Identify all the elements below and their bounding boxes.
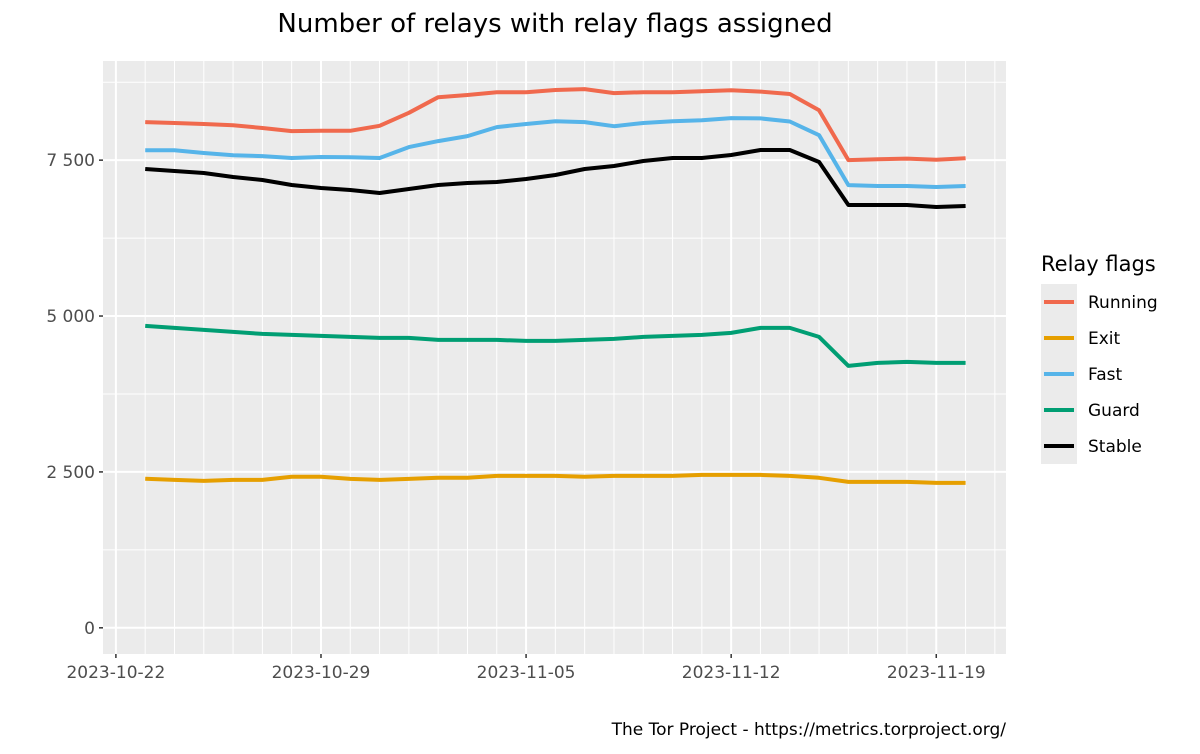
- legend-label: Stable: [1088, 437, 1142, 457]
- series-lines: [145, 87, 966, 485]
- chart-caption: The Tor Project - https://metrics.torpro…: [611, 720, 1007, 740]
- series-line-running: [145, 87, 966, 163]
- series-line-stable: [145, 148, 966, 209]
- x-tick-label: 2023-11-05: [477, 663, 576, 683]
- x-tick-label: 2023-11-12: [682, 663, 781, 683]
- series-line-guard: [145, 323, 966, 368]
- plot-panel: [103, 61, 1006, 654]
- y-tick-label: 0: [84, 619, 95, 639]
- y-tick-label: 7 500: [46, 151, 95, 171]
- legend-label: Exit: [1088, 329, 1121, 349]
- chart-title: Number of relays with relay flags assign…: [277, 9, 832, 39]
- legend-label: Fast: [1088, 365, 1122, 385]
- y-tick-label: 2 500: [46, 463, 95, 483]
- x-tick-label: 2023-11-19: [887, 663, 986, 683]
- y-tick-label: 5 000: [46, 307, 95, 327]
- legend-label: Guard: [1088, 401, 1140, 421]
- axes: 0 2 500 5 000 7 500 2023-10-22 2023-10-29 2023…: [46, 151, 985, 683]
- legend: Relay flags Running Exit Fast Guard Stable: [1041, 252, 1158, 464]
- legend-label: Running: [1088, 293, 1158, 313]
- series-line-exit: [145, 472, 966, 485]
- legend-title: Relay flags: [1041, 252, 1156, 276]
- x-tick-label: 2023-10-29: [272, 663, 371, 683]
- x-tick-label: 2023-10-22: [66, 663, 165, 683]
- series-line-fast: [145, 116, 966, 189]
